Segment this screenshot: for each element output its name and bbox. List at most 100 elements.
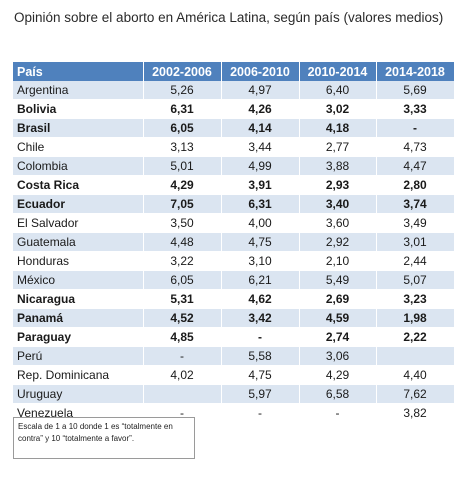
value-cell: 4,99 (221, 156, 300, 176)
country-cell: Perú (13, 346, 144, 366)
value-cell: 5,07 (376, 270, 455, 290)
value-cell: 4,75 (221, 232, 300, 252)
table-header-row: País 2002-2006 2006-2010 2010-2014 2014-… (13, 62, 455, 81)
country-cell: Argentina (13, 81, 144, 100)
country-cell: México (13, 270, 144, 290)
table-row: Rep. Dominicana 4,02 4,75 4,29 4,40 (13, 365, 455, 385)
value-cell: 3,82 (376, 403, 455, 423)
country-cell: Paraguay (13, 327, 144, 347)
value-cell: 6,05 (143, 118, 222, 138)
value-cell: 3,13 (143, 137, 222, 157)
scale-footnote: Escala de 1 a 10 donde 1 es “totalmente … (13, 417, 195, 459)
table-row: Ecuador 7,05 6,31 3,40 3,74 (13, 194, 455, 214)
value-cell: 2,74 (299, 327, 377, 347)
value-cell: 2,92 (299, 232, 377, 252)
value-cell: 4,26 (221, 99, 300, 119)
table-row: Brasil 6,05 4,14 4,18- (13, 118, 455, 138)
value-cell: 3,60 (299, 213, 377, 233)
value-cell: 5,49 (299, 270, 377, 290)
data-table-container: País 2002-2006 2006-2010 2010-2014 2014-… (13, 62, 455, 423)
value-cell: - (221, 327, 300, 347)
country-cell: Rep. Dominicana (13, 365, 144, 385)
table-body: Argentina 5,26 4,97 6,40 5,69 Bolivia 6,31 4,26… (13, 81, 455, 423)
value-cell: 4,02 (143, 365, 222, 385)
value-cell: 4,52 (143, 308, 222, 328)
value-cell: - (299, 403, 377, 423)
value-cell: 3,50 (143, 213, 222, 233)
value-cell: 3,91 (221, 175, 300, 195)
value-cell: 2,10 (299, 251, 377, 271)
country-cell: Ecuador (13, 194, 144, 214)
country-cell: Colombia (13, 156, 144, 176)
table-row: México 6,05 6,21 5,49 5,07 (13, 270, 455, 290)
value-cell: 2,80 (376, 175, 455, 195)
value-cell: 4,85 (143, 327, 222, 347)
value-cell: 4,97 (221, 81, 300, 100)
country-cell: Costa Rica (13, 175, 144, 195)
value-cell: 5,01 (143, 156, 222, 176)
value-cell: 6,31 (221, 194, 300, 214)
table-row: Colombia 5,01 4,99 3,88 4,47 (13, 156, 455, 176)
country-cell: Brasil (13, 118, 144, 138)
value-cell: 3,10 (221, 251, 300, 271)
value-cell: 6,21 (221, 270, 300, 290)
value-cell: 6,58 (299, 384, 377, 404)
value-cell: 2,69 (299, 289, 377, 309)
value-cell: 4,59 (299, 308, 377, 328)
table-row: Bolivia 6,31 4,26 3,02 3,33 (13, 99, 455, 119)
table-row: Nicaragua 5,31 4,62 2,69 3,23 (13, 289, 455, 309)
country-cell: El Salvador (13, 213, 144, 233)
country-cell: Bolivia (13, 99, 144, 119)
value-cell: 4,48 (143, 232, 222, 252)
value-cell: 1,98 (376, 308, 455, 328)
value-cell: - (376, 118, 455, 138)
value-cell: 3,22 (143, 251, 222, 271)
value-cell: 5,97 (221, 384, 300, 404)
value-cell: 2,44 (376, 251, 455, 271)
value-cell: 5,26 (143, 81, 222, 100)
value-cell: 5,58 (221, 346, 300, 366)
table-row: Venezuela - - -3,82 (13, 403, 455, 423)
value-cell: 3,01 (376, 232, 455, 252)
value-cell: 4,47 (376, 156, 455, 176)
header-country: País (13, 62, 144, 81)
value-cell (376, 346, 455, 366)
table-row: Argentina 5,26 4,97 6,40 5,69 (13, 81, 455, 100)
table-row: Panamá 4,52 3,42 4,59 1,98 (13, 308, 455, 328)
value-cell: 5,31 (143, 289, 222, 309)
header-period-2010-2014: 2010-2014 (299, 62, 377, 81)
value-cell: 5,69 (376, 81, 455, 100)
country-cell: Nicaragua (13, 289, 144, 309)
header-period-2006-2010: 2006-2010 (221, 62, 300, 81)
table-row: Uruguay 5,97 6,58 7,62 (13, 384, 455, 404)
value-cell: - (221, 403, 300, 423)
value-cell: 3,33 (376, 99, 455, 119)
value-cell (143, 384, 222, 404)
value-cell: 3,40 (299, 194, 377, 214)
country-cell: Panamá (13, 308, 144, 328)
value-cell: 2,93 (299, 175, 377, 195)
value-cell: 3,88 (299, 156, 377, 176)
value-cell: 3,42 (221, 308, 300, 328)
value-cell: 6,05 (143, 270, 222, 290)
table-row: Honduras 3,22 3,10 2,10 2,44 (13, 251, 455, 271)
header-period-2014-2018: 2014-2018 (376, 62, 455, 81)
value-cell: 3,74 (376, 194, 455, 214)
value-cell: 3,49 (376, 213, 455, 233)
value-cell: 3,44 (221, 137, 300, 157)
country-cell: Guatemala (13, 232, 144, 252)
table-row: Perú -5,58 3,06 (13, 346, 455, 366)
value-cell: 7,05 (143, 194, 222, 214)
header-period-2002-2006: 2002-2006 (143, 62, 222, 81)
country-cell: Honduras (13, 251, 144, 271)
value-cell: 4,73 (376, 137, 455, 157)
page-title: Opinión sobre el aborto en América Latin… (14, 10, 444, 25)
table-row: Paraguay 4,85-2,74 2,22 (13, 327, 455, 347)
value-cell: 4,75 (221, 365, 300, 385)
value-cell: 2,77 (299, 137, 377, 157)
value-cell: 3,23 (376, 289, 455, 309)
value-cell: 4,62 (221, 289, 300, 309)
value-cell: 7,62 (376, 384, 455, 404)
value-cell: 4,18 (299, 118, 377, 138)
value-cell: 4,29 (299, 365, 377, 385)
